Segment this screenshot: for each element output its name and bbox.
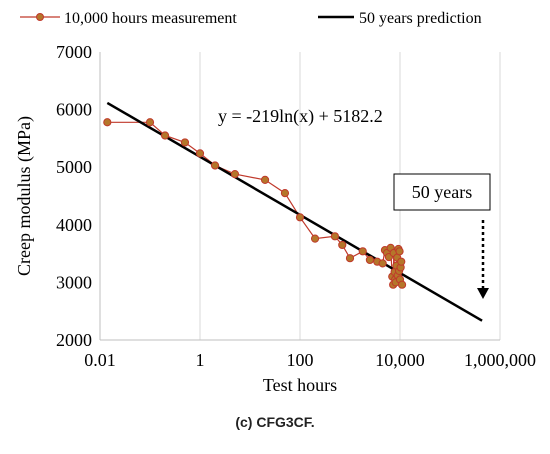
measurement-point <box>345 254 355 263</box>
plot-area: 2000 3000 4000 5000 6000 7000 0.01 1 100 10,000 1,… <box>14 42 536 395</box>
measurement-point <box>310 234 320 243</box>
measurement-point <box>338 240 347 250</box>
annotation-box <box>393 173 491 211</box>
annotation-arrow-head <box>477 288 489 299</box>
legend-measurement-label: 10,000 hours measurement <box>64 10 237 27</box>
x-tick-label: 1 <box>196 350 205 370</box>
measurement-series-line <box>107 121 403 285</box>
x-tick-label: 10,000 <box>375 350 425 370</box>
x-tick-label: 1,000,000 <box>464 350 536 370</box>
y-axis-title: Creep modulus (MPa) <box>14 116 35 276</box>
x-tick-label: 100 <box>287 350 314 370</box>
legend-measurement-marker <box>36 13 44 21</box>
figure-caption: (c) CFG3CF. <box>235 414 315 430</box>
x-axis-title: Test hours <box>263 375 337 395</box>
measurement-point <box>295 213 305 222</box>
measurement-point <box>397 257 406 266</box>
y-tick-label: 6000 <box>56 100 92 120</box>
measurement-point <box>395 247 404 256</box>
y-tick-label: 4000 <box>56 215 92 235</box>
measurement-point <box>103 118 112 127</box>
legend-prediction-label: 50 years prediction <box>359 10 482 27</box>
measurement-point <box>145 118 155 127</box>
measurement-point <box>365 255 374 265</box>
measurement-point <box>160 131 170 140</box>
measurement-point <box>210 161 220 170</box>
y-tick-label: 2000 <box>56 330 92 350</box>
measurement-point <box>330 232 340 241</box>
trendline-equation: y = -219ln(x) + 5182.2 <box>218 106 383 127</box>
measurement-point <box>230 170 240 179</box>
legend: 10,000 hours measurement 50 years predic… <box>20 10 482 27</box>
y-tick-label: 3000 <box>56 272 92 292</box>
x-tick-label: 0.01 <box>84 350 116 370</box>
annotation-label: 50 years <box>412 182 472 202</box>
measurement-point <box>397 280 407 289</box>
measurement-point <box>195 149 205 158</box>
measurement-point <box>358 247 367 256</box>
measurement-point <box>280 189 290 198</box>
chart: 10,000 hours measurement 50 years predic… <box>14 10 536 395</box>
y-tick-label: 7000 <box>56 42 92 62</box>
prediction-trendline <box>106 101 483 322</box>
measurement-point <box>180 138 190 147</box>
y-tick-label: 5000 <box>56 157 92 177</box>
measurement-point <box>260 175 270 184</box>
measurement-point <box>378 259 387 268</box>
